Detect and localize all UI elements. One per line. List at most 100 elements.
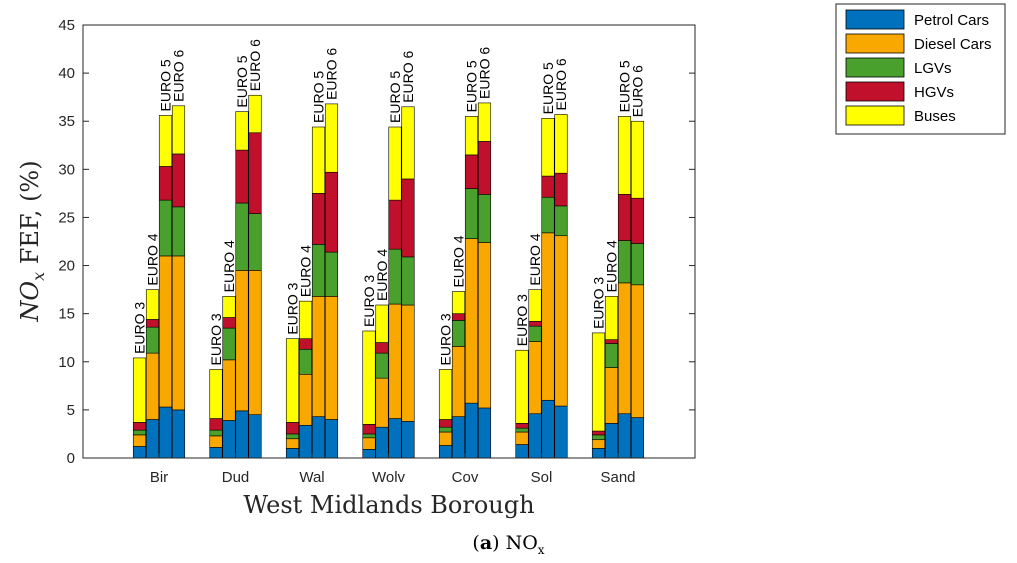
- bar-bir-euro-6-diesel-cars: [171, 255, 186, 411]
- bar-bir-euro-3-lgvs: [132, 429, 147, 436]
- bar-bir-euro-3-hgvs: [132, 422, 147, 431]
- bar-label-cov-euro-5: EURO 5: [464, 60, 480, 112]
- bar-dud-euro-4-hgvs: [222, 317, 236, 329]
- bar-cov-euro-4-buses: [451, 291, 466, 314]
- y-tick-label-0: 0: [67, 450, 75, 467]
- bar-wal-euro-4-lgvs: [298, 348, 313, 375]
- legend: Petrol Cars Diesel Cars LGVs HGVs Buses: [835, 3, 1006, 135]
- y-axis-label-rest: FEF, (%): [16, 160, 44, 272]
- bar-wolv-euro-3-hgvs: [362, 424, 376, 435]
- bar-label-sand-euro-4: EURO 4: [604, 240, 620, 292]
- bar-wolv-euro-6-hgvs: [401, 178, 415, 258]
- bar-wolv-euro-4-buses: [375, 304, 389, 343]
- bar-sol-euro-5-lgvs: [541, 196, 555, 234]
- bar-label-wal-euro-4: EURO 4: [298, 245, 314, 297]
- bar-sand-euro-6-hgvs: [630, 197, 645, 244]
- bar-cov-euro-6-petrol-cars: [477, 407, 492, 459]
- bar-wal-euro-6-lgvs: [324, 251, 339, 297]
- bar-label-sand-euro-5: EURO 5: [617, 60, 633, 112]
- bar-bir-euro-3-buses: [132, 357, 147, 423]
- bar-bir-euro-4-lgvs: [145, 326, 160, 354]
- bar-cov-euro-3-lgvs: [438, 426, 453, 433]
- bar-label-dud-euro-3: EURO 3: [208, 313, 224, 365]
- bar-label-sol-euro-4: EURO 4: [527, 233, 543, 285]
- bar-label-wolv-euro-5: EURO 5: [387, 71, 403, 123]
- bar-dud-euro-3-petrol-cars: [209, 447, 223, 459]
- bar-wal-euro-4-hgvs: [298, 338, 313, 350]
- bar-sand-euro-5-hgvs: [617, 194, 632, 241]
- bar-bir-euro-5-lgvs: [158, 199, 173, 257]
- bar-sol-euro-6-buses: [554, 114, 568, 174]
- bar-wolv-euro-3-lgvs: [362, 433, 376, 439]
- bar-sol-euro-4-hgvs: [528, 321, 542, 327]
- bar-label-bir-euro-5: EURO 5: [158, 59, 174, 111]
- bar-label-sand-euro-6: EURO 6: [630, 65, 646, 117]
- bar-cov-euro-4-petrol-cars: [451, 416, 466, 459]
- bar-bir-euro-4-petrol-cars: [145, 419, 160, 459]
- bar-sol-euro-6-lgvs: [554, 205, 568, 237]
- bar-bir-euro-5-buses: [158, 115, 173, 167]
- bar-wal-euro-4-diesel-cars: [298, 373, 313, 426]
- legend-label-hgvs: HGVs: [914, 84, 954, 101]
- bar-label-wal-euro-3: EURO 3: [285, 282, 301, 334]
- bar-sand-euro-6-diesel-cars: [630, 284, 645, 418]
- bar-cov-euro-5-petrol-cars: [464, 402, 479, 459]
- bar-bir-euro-5-diesel-cars: [158, 255, 173, 408]
- bar-label-wal-euro-6: EURO 6: [324, 48, 340, 100]
- bar-cov-euro-5-hgvs: [464, 154, 479, 189]
- bar-dud-euro-6-lgvs: [248, 213, 262, 271]
- bar-wal-euro-4-petrol-cars: [298, 424, 313, 459]
- bar-sand-euro-6-lgvs: [630, 243, 645, 286]
- bar-wal-euro-4-buses: [298, 300, 313, 339]
- legend-swatch-buses: [845, 105, 905, 126]
- bar-wal-euro-6-diesel-cars: [324, 296, 339, 420]
- bar-bir-euro-6-hgvs: [171, 153, 186, 208]
- y-tick-label-25: 25: [58, 209, 75, 226]
- axes-layer: Bir Dud Wal Wolv Cov Sol Sand 0 5 10 15 20 25 30 35 40 4…: [58, 17, 695, 486]
- bar-sand-euro-3-petrol-cars: [591, 448, 606, 459]
- bar-dud-euro-4-petrol-cars: [222, 420, 236, 459]
- figure-caption: (a) NOx: [472, 532, 545, 557]
- bar-wolv-euro-6-diesel-cars: [401, 304, 415, 422]
- bar-cov-euro-4-lgvs: [451, 320, 466, 347]
- bar-cov-euro-4-hgvs: [451, 313, 466, 321]
- legend-swatch-diesel-cars: [845, 33, 905, 54]
- bar-sol-euro-3-lgvs: [515, 427, 529, 433]
- bar-cov-euro-6-hgvs: [477, 141, 492, 195]
- bar-wolv-euro-5-hgvs: [388, 199, 402, 250]
- x-tick-label-sand: Sand: [600, 469, 635, 486]
- bar-bir-euro-6-buses: [171, 105, 186, 155]
- bar-wal-euro-5-diesel-cars: [311, 296, 326, 417]
- bar-cov-euro-3-buses: [438, 369, 453, 420]
- bar-label-bir-euro-3: EURO 3: [132, 302, 148, 354]
- y-tick-label-10: 10: [58, 354, 75, 371]
- bar-wolv-euro-6-lgvs: [401, 256, 415, 306]
- bar-wolv-euro-3-buses: [362, 330, 376, 425]
- y-tick-label-30: 30: [58, 161, 75, 178]
- bar-dud-euro-4-lgvs: [222, 327, 236, 361]
- y-tick-label-5: 5: [67, 402, 75, 419]
- bar-sol-euro-3-petrol-cars: [515, 444, 529, 459]
- bar-wolv-euro-6-petrol-cars: [401, 421, 415, 459]
- y-axis-label-subscript: x: [29, 272, 48, 281]
- bar-wolv-euro-4-hgvs: [375, 342, 389, 354]
- bar-label-cov-euro-4: EURO 4: [451, 235, 467, 287]
- legend-swatch-petrol-cars: [845, 9, 905, 30]
- bar-label-sand-euro-3: EURO 3: [591, 277, 607, 329]
- y-tick-label-40: 40: [58, 65, 75, 82]
- bar-bir-euro-6-lgvs: [171, 206, 186, 257]
- bar-sol-euro-4-buses: [528, 289, 542, 322]
- bar-sand-euro-3-buses: [591, 332, 606, 432]
- bar-wolv-euro-5-diesel-cars: [388, 303, 402, 419]
- bar-dud-euro-4-buses: [222, 296, 236, 318]
- bar-bir-euro-3-petrol-cars: [132, 446, 147, 459]
- y-tick-label-15: 15: [58, 306, 75, 323]
- bar-sol-euro-6-hgvs: [554, 172, 568, 207]
- bar-dud-euro-5-petrol-cars: [235, 410, 249, 459]
- bar-sand-euro-6-petrol-cars: [630, 417, 645, 459]
- bar-sand-euro-6-buses: [630, 120, 645, 199]
- bar-dud-euro-3-lgvs: [209, 429, 223, 437]
- bar-cov-euro-3-diesel-cars: [438, 431, 453, 446]
- bar-label-wolv-euro-6: EURO 6: [400, 50, 416, 102]
